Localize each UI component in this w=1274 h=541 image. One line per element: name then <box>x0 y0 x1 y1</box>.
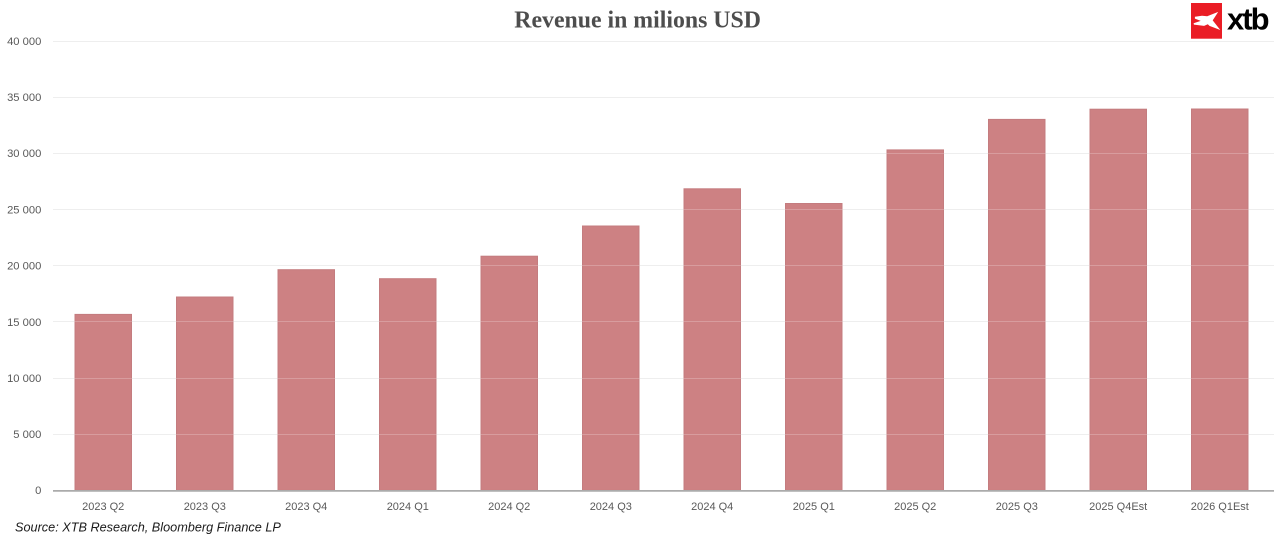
svg-text:2024 Q2: 2024 Q2 <box>488 501 530 513</box>
svg-text:Revenue in milions USD: Revenue in milions USD <box>514 8 761 34</box>
svg-text:20 000: 20 000 <box>7 261 41 273</box>
svg-text:2025 Q4Est: 2025 Q4Est <box>1089 501 1147 513</box>
svg-text:30 000: 30 000 <box>7 148 41 160</box>
svg-text:2025 Q1: 2025 Q1 <box>793 501 835 513</box>
svg-text:2023 Q3: 2023 Q3 <box>184 501 226 513</box>
svg-text:2025 Q2: 2025 Q2 <box>894 501 936 513</box>
svg-text:2023 Q2: 2023 Q2 <box>82 501 124 513</box>
svg-text:2024 Q4: 2024 Q4 <box>691 501 733 513</box>
svg-text:35 000: 35 000 <box>7 92 41 104</box>
svg-text:Source: XTB Research, Bloomber: Source: XTB Research, Bloomberg Finance … <box>15 521 281 535</box>
svg-text:40 000: 40 000 <box>7 36 41 48</box>
svg-text:25 000: 25 000 <box>7 204 41 216</box>
svg-text:2024 Q1: 2024 Q1 <box>387 501 429 513</box>
svg-text:2023 Q4: 2023 Q4 <box>285 501 327 513</box>
svg-text:xtb: xtb <box>1227 2 1269 37</box>
svg-text:2025 Q3: 2025 Q3 <box>996 501 1038 513</box>
svg-text:10 000: 10 000 <box>7 373 41 385</box>
svg-text:2026 Q1Est: 2026 Q1Est <box>1191 501 1249 513</box>
svg-text:5 000: 5 000 <box>13 429 41 441</box>
svg-text:15 000: 15 000 <box>7 317 41 329</box>
svg-text:0: 0 <box>35 485 41 497</box>
svg-text:2024 Q3: 2024 Q3 <box>590 501 632 513</box>
